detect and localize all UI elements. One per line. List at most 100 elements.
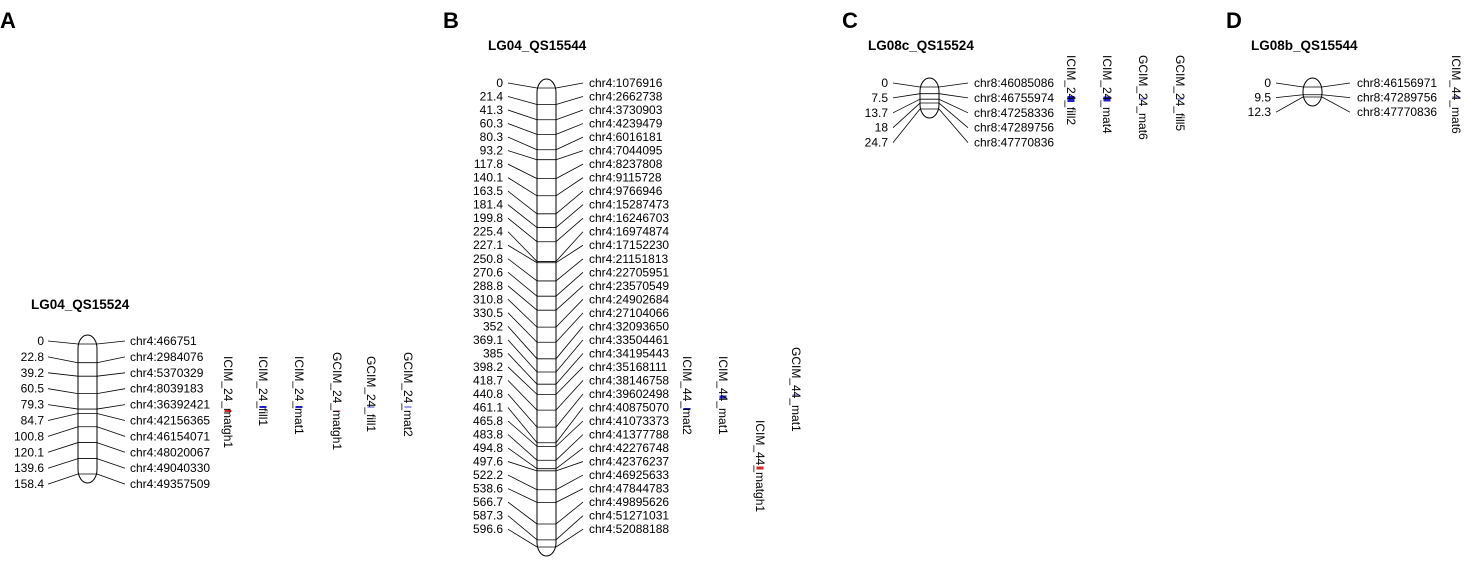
qtl-mark [295,406,303,408]
locus-connector-right [938,82,969,88]
locus-position: 60.3 [480,117,504,131]
locus-position: 352 [483,319,503,333]
qtl-mark [224,410,232,412]
qtl-label: ICIM_44_mat1 [716,356,730,435]
locus-connector-left [892,102,921,128]
locus-marker: chr4:16974874 [589,225,669,239]
locus-marker: chr4:8237808 [589,157,663,171]
locus-connector-left [507,177,538,197]
locus-marker: chr4:34195443 [589,346,669,360]
locus-position: 310.8 [473,292,503,306]
locus-connector-right [555,407,584,443]
locus-marker: chr8:47770836 [974,136,1054,150]
locus-marker: chr4:7044095 [589,144,663,158]
locus-position: 7.5 [871,91,888,105]
locus-connector-left [507,461,538,472]
qtl-mark [683,408,691,410]
locus-connector-left [47,458,79,469]
locus-connector-right [555,326,584,360]
locus-marker: chr4:27104066 [589,306,669,320]
locus-position: 100.8 [14,429,44,443]
qtl-mark [1176,98,1184,100]
locus-marker: chr4:38146758 [589,373,669,387]
locus-connector-left [47,404,79,410]
locus-connector-left [507,123,538,135]
locus-connector-left [507,528,538,548]
locus-position: 250.8 [473,252,503,266]
locus-marker: chr4:49357509 [130,477,210,491]
locus-marker: chr4:2662738 [589,90,663,104]
locus-position: 587.3 [473,509,503,523]
locus-marker: chr4:48020067 [130,445,210,459]
locus-position: 140.1 [473,171,503,185]
locus-position: 0 [496,76,503,90]
locus-marker: chr8:47770836 [1357,105,1437,119]
qtl-mark [333,410,341,412]
locus-connector-right [555,217,584,243]
locus-marker: chr4:32093650 [589,319,669,333]
locus-connector-left [507,420,538,447]
qtl-label: ICIM_44_mat6 [1449,55,1463,134]
locus-position: 199.8 [473,211,503,225]
chromosome: 0 chr4:466751 22.8 chr4:2984076 39.2 chr4:537… [14,334,210,491]
locus-connector-right [96,413,126,421]
locus-position: 385 [483,346,503,360]
qtl-label: ICIM_24_matgh1 [221,356,235,448]
locus-marker: chr4:33504461 [589,333,669,347]
locus-connector-right [96,426,126,437]
locus-marker: chr8:46156971 [1357,76,1437,90]
locus-position: 24.7 [865,136,889,150]
locus-marker: chr8:47289756 [974,121,1054,135]
locus-marker: chr4:42276748 [589,441,669,455]
locus-connector-left [892,98,921,114]
qtl-group: ICIM_44_mat6 [1449,55,1463,134]
locus-connector-left [892,82,921,88]
locus-position: 538.6 [473,482,503,496]
locus-connector-left [507,393,538,428]
locus-connector-right [555,528,584,548]
locus-connector-right [555,299,584,328]
qtl-group: ICIM_24_fill2 ICIM_24_mat4 GCIM_24_mat6 GCI… [1064,55,1187,140]
locus-connector-left [1275,94,1304,98]
locus-connector-left [507,488,538,503]
locus-connector-left [507,366,538,395]
locus-connector-right [555,447,584,469]
locus-position: 158.4 [14,477,44,491]
locus-marker: chr4:49895626 [589,495,669,509]
panel-b: B LG04_QS15544 0 chr4:1076916 21.4 chr4:266… [443,8,803,557]
locus-position: 163.5 [473,184,503,198]
locus-connector-left [507,501,538,525]
qtl-mark [259,406,267,408]
locus-connector-right [555,163,584,179]
locus-marker: chr4:15287473 [589,198,669,212]
locus-connector-right [555,244,584,264]
locus-connector-left [507,204,538,228]
locus-marker: chr4:41073373 [589,414,669,428]
panel-letter: A [0,8,16,33]
locus-position: 93.2 [480,144,504,158]
locus-connector-right [1321,82,1351,88]
locus-position: 120.1 [14,445,44,459]
qtl-group: ICIM_24_matgh1 ICIM_24_fill1 ICIM_24_mat1 G… [221,352,415,450]
locus-connector-right [96,340,126,345]
locus-marker: chr4:1076916 [589,76,663,90]
locus-marker: chr4:2984076 [130,350,204,364]
locus-position: 0 [1264,76,1271,90]
locus-connector-right [555,231,584,262]
locus-position: 41.3 [480,103,504,117]
locus-connector-right [555,366,584,395]
locus-position: 369.1 [473,333,503,347]
locus-connector-right [96,372,126,377]
qtl-label: ICIM_44_mat2 [680,356,694,435]
locus-marker: chr4:46154071 [130,429,210,443]
locus-connector-right [555,82,584,89]
panel-d: D LG08b_QS15544 0 chr8:46156971 9.5 chr8:47… [1226,8,1463,134]
locus-marker: chr4:42156365 [130,414,210,428]
locus-connector-right [96,388,126,395]
locus-position: 225.4 [473,225,503,239]
locus-connector-left [507,231,538,262]
panel-a: A LG04_QS15524 0 chr4:466751 22.8 chr4:2984… [0,8,415,491]
locus-marker: chr4:24902684 [589,292,669,306]
locus-connector-right [938,93,969,99]
qtl-label: GCIM_24_matgh1 [330,352,344,450]
